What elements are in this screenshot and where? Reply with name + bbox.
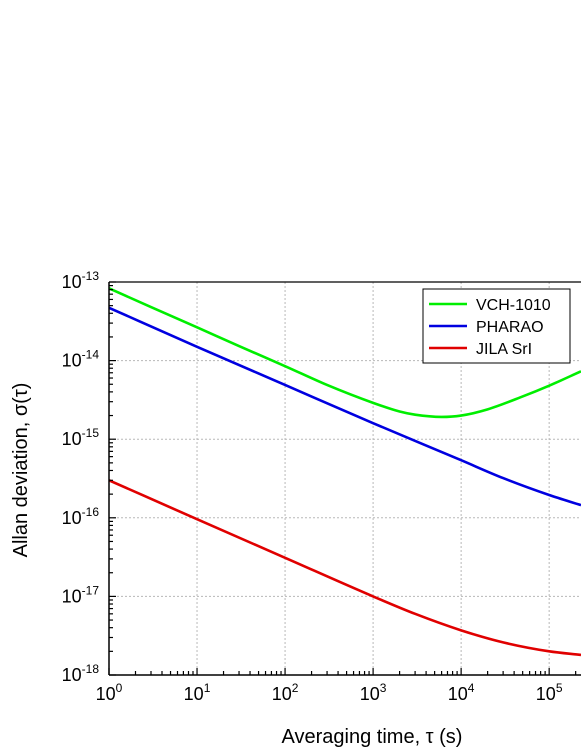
- series-line-2: [109, 479, 581, 657]
- tick-labels: 100 101 102 103 104 105 10-18 10-17 10-16 10-15 10…: [62, 269, 563, 704]
- x-tick-label: 101: [184, 681, 211, 704]
- x-tick-label: 104: [448, 681, 475, 704]
- y-tick-label: 10-13: [62, 269, 100, 292]
- y-axis-title: Allan deviation, σ(τ): [10, 383, 32, 558]
- x-tick-label: 103: [360, 681, 387, 704]
- y-tick-label: 10-16: [62, 505, 100, 528]
- x-tick-label: 100: [96, 681, 123, 704]
- axes: [108, 281, 581, 676]
- x-tick-label: 105: [536, 681, 563, 704]
- y-tick-label: 10-18: [62, 662, 100, 685]
- legend-label-2: JILA SrI: [476, 341, 532, 358]
- y-tick-label: 10-14: [62, 348, 100, 371]
- series-line-0: [109, 287, 581, 419]
- legend: VCH-1010 PHARAO JILA SrI: [422, 288, 571, 364]
- y-tick-label: 10-17: [62, 583, 100, 606]
- x-tick-label: 102: [272, 681, 299, 704]
- x-axis-title: Averaging time, τ (s): [282, 726, 463, 748]
- legend-label-0: VCH-1010: [476, 297, 551, 314]
- y-tick-label: 10-15: [62, 426, 100, 449]
- legend-label-1: PHARAO: [476, 319, 544, 336]
- data-series: [109, 287, 581, 657]
- series-line-1: [109, 306, 581, 507]
